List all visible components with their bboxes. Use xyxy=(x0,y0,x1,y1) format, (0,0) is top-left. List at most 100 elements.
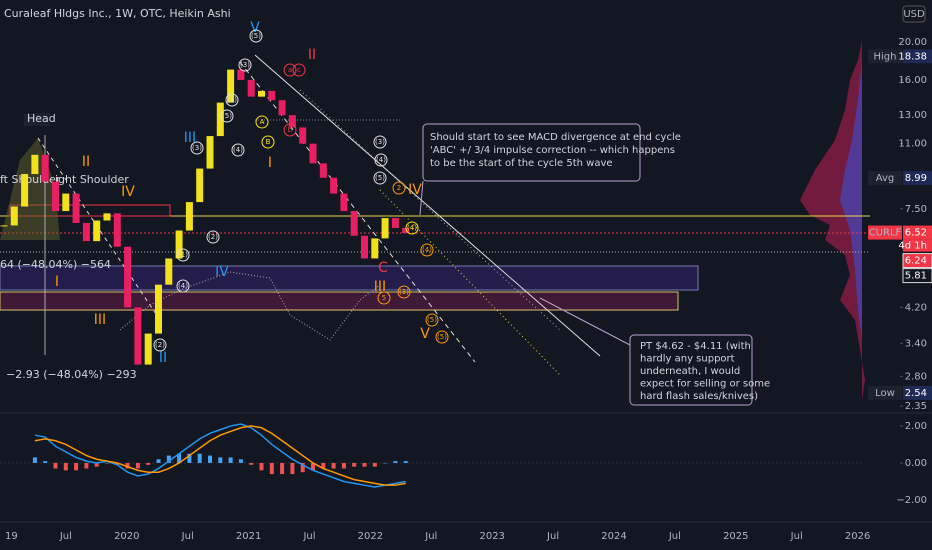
candle xyxy=(247,79,255,97)
candle xyxy=(206,136,214,169)
callout-text: underneath, I would xyxy=(640,366,740,377)
candle xyxy=(319,163,327,178)
histogram-bar xyxy=(156,459,161,463)
trend-line xyxy=(299,89,561,331)
y-tick-label: 2.00 xyxy=(905,421,927,432)
currency-box[interactable] xyxy=(902,5,926,23)
wave-label: (5) xyxy=(222,112,232,120)
candle xyxy=(82,222,90,242)
x-tick-label: 2023 xyxy=(479,531,504,542)
price-label-name: Avg xyxy=(876,173,895,184)
y-tick-label: 13.00 xyxy=(898,110,927,121)
label-bg xyxy=(24,113,50,126)
wave-label: (4) xyxy=(233,146,243,154)
histogram-bar xyxy=(115,462,120,465)
wave-label: A xyxy=(260,118,265,126)
histogram-bar xyxy=(280,462,285,475)
y-tick-label: 4.20 xyxy=(905,302,927,313)
callout-text: expect for selling or some xyxy=(640,379,770,390)
callout-text: Should start to see MACD divergence at e… xyxy=(430,132,681,143)
wave-circle xyxy=(176,279,190,293)
candle xyxy=(381,218,389,239)
wave-label: (2) xyxy=(208,233,218,241)
wave-circle xyxy=(435,330,449,344)
histogram-bar xyxy=(259,462,264,471)
wave-label: (1) xyxy=(178,251,188,259)
candle xyxy=(93,220,101,242)
price-label-tag xyxy=(868,170,902,185)
candle xyxy=(21,174,29,207)
candle xyxy=(103,213,111,221)
candle xyxy=(31,154,39,175)
candle xyxy=(340,193,348,212)
price-label-name: Low xyxy=(875,388,895,399)
histogram-bar xyxy=(269,462,274,475)
y-tick-label: 11.00 xyxy=(898,139,927,150)
wave-label: (5) xyxy=(251,32,261,40)
y-tick-label: 2.35 xyxy=(905,401,927,412)
wave-circle xyxy=(374,153,388,167)
wave-circle xyxy=(176,248,190,262)
y-tick-label: 7.50 xyxy=(905,204,927,215)
y-tick-label: 3.40 xyxy=(905,338,927,349)
price-label-bg xyxy=(903,225,932,240)
price-label-value: 6.52 xyxy=(905,228,927,239)
wave-label: (4) xyxy=(178,282,188,290)
histogram-bar xyxy=(341,462,346,469)
wave-label: III xyxy=(94,312,106,328)
wave-label: (4) xyxy=(422,246,432,254)
wave-label: c xyxy=(297,66,301,74)
wave-label: V xyxy=(250,20,260,36)
candle xyxy=(124,246,132,308)
pattern-label: ft Shoulder xyxy=(0,173,61,186)
wave-circle xyxy=(373,171,387,185)
price-label-tag xyxy=(868,49,902,64)
price-label-name: High xyxy=(874,51,897,62)
support-zone xyxy=(0,291,679,311)
wave-circle xyxy=(283,123,297,137)
price-label-bg xyxy=(902,268,932,284)
y-tick-label: −2.00 xyxy=(896,495,927,506)
box xyxy=(9,204,171,217)
wave-label: (5) xyxy=(427,316,437,324)
candle xyxy=(391,218,399,228)
histogram-bar xyxy=(383,462,388,464)
candle xyxy=(402,227,410,234)
histogram-bar xyxy=(84,462,89,469)
wave-label: (3) xyxy=(375,138,385,146)
wave-circle xyxy=(373,135,387,149)
histogram-bar xyxy=(105,462,109,464)
histogram-bar xyxy=(372,462,377,467)
histogram-bar xyxy=(228,457,233,463)
currency[interactable]: USD xyxy=(903,9,925,20)
wave-label: B xyxy=(266,138,271,146)
histogram-bar xyxy=(249,462,254,465)
wave-label: II xyxy=(308,47,316,63)
histogram-bar xyxy=(166,455,171,463)
price-label-bg xyxy=(903,170,932,185)
wave-label: IV xyxy=(215,264,229,280)
candle xyxy=(62,193,70,212)
histogram-bar xyxy=(43,461,48,463)
candle xyxy=(227,69,235,103)
wave-label: V xyxy=(420,326,430,342)
macd-line xyxy=(34,423,406,488)
price-label-tag xyxy=(868,385,902,400)
candle xyxy=(309,143,317,164)
x-tick-label: 2021 xyxy=(236,531,261,542)
wave-label: 2 xyxy=(397,184,401,192)
histogram-bar xyxy=(53,462,58,469)
wave-label: (1) xyxy=(227,96,237,104)
callout-pointer xyxy=(419,180,424,216)
signal-line xyxy=(34,425,406,486)
wave-label: IV xyxy=(121,184,135,200)
histogram-bar xyxy=(331,462,336,469)
x-tick-label: 2022 xyxy=(358,531,383,542)
wave-circle xyxy=(206,230,220,244)
histogram-bar xyxy=(63,462,68,471)
candle xyxy=(350,211,358,236)
price-label-value: 2.54 xyxy=(905,388,927,399)
candle xyxy=(113,213,121,247)
price-label-value: 8.99 xyxy=(905,173,927,184)
